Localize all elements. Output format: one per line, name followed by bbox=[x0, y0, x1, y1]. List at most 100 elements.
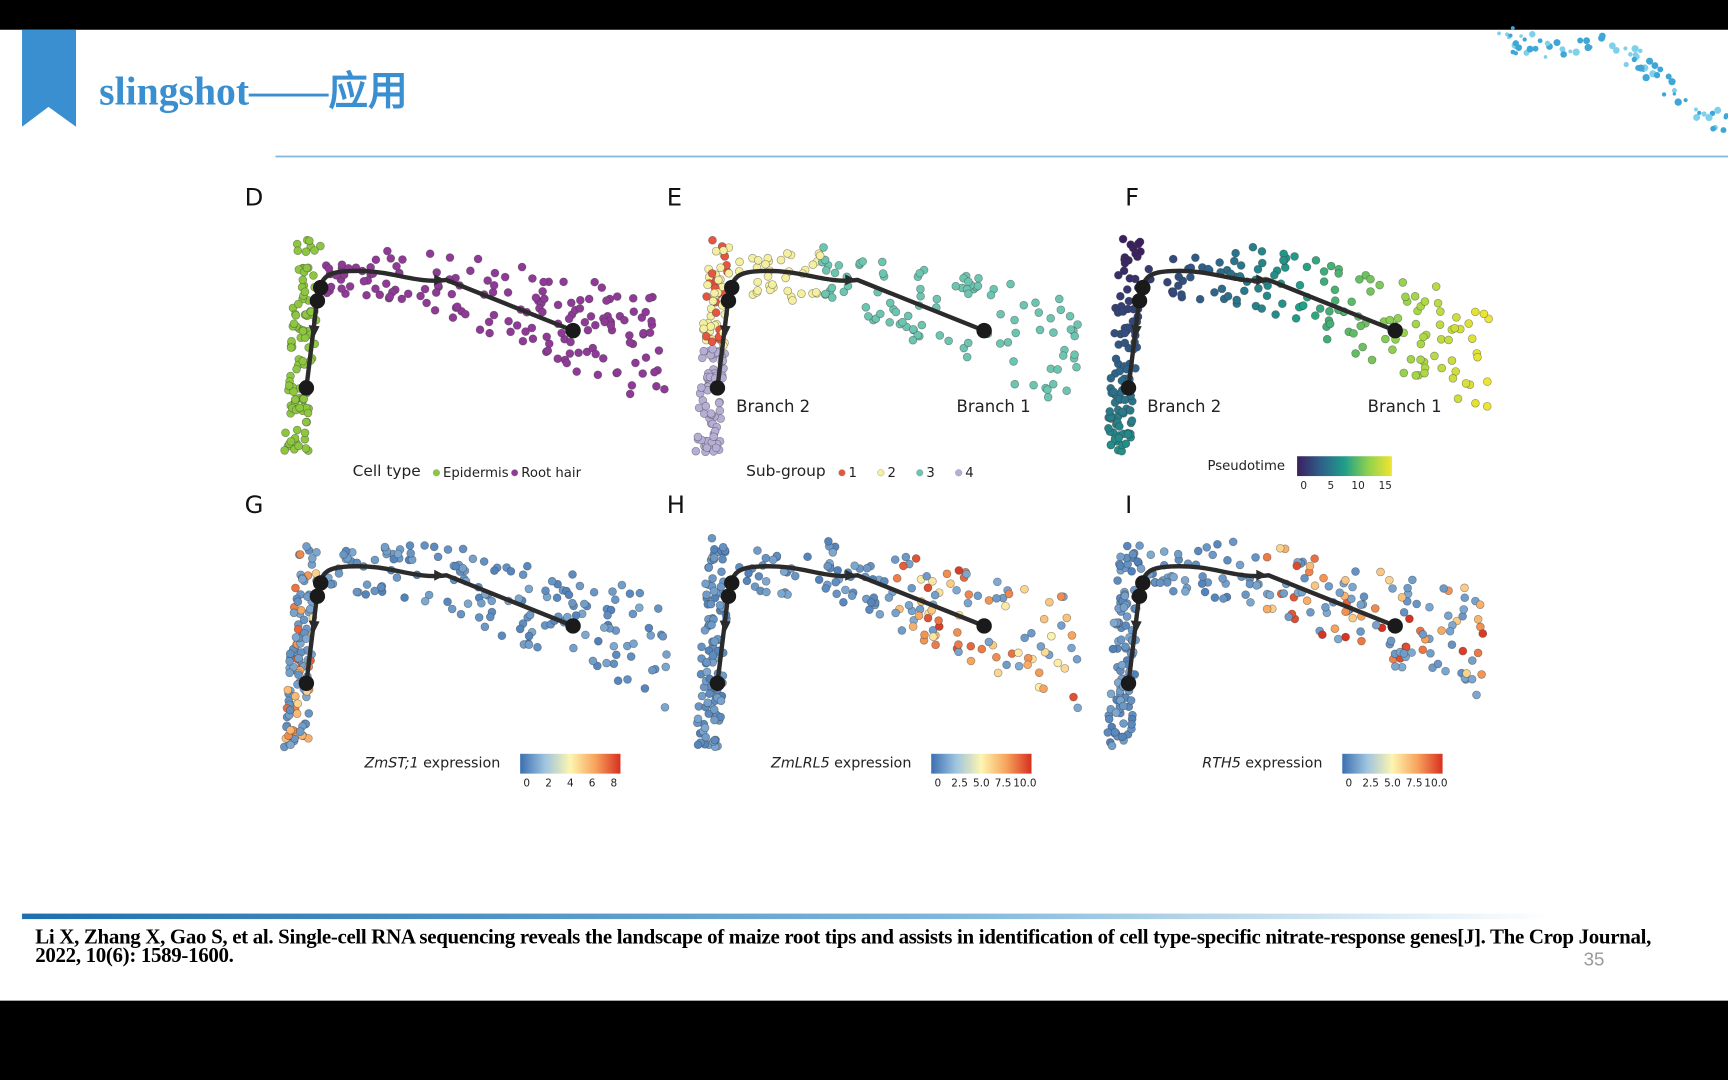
cell-point bbox=[942, 569, 952, 579]
deco-dot bbox=[1598, 34, 1606, 42]
cell-point bbox=[923, 613, 933, 623]
panel-letter: I bbox=[1125, 490, 1132, 519]
cell-point bbox=[1401, 292, 1410, 302]
cell-point bbox=[392, 573, 402, 582]
cell-point bbox=[811, 288, 821, 297]
cell-point bbox=[761, 259, 770, 269]
cell-point bbox=[1062, 613, 1072, 623]
legend-label: 2 bbox=[887, 466, 895, 481]
cell-point bbox=[1056, 592, 1066, 601]
cell-point bbox=[1403, 583, 1412, 593]
cell-point bbox=[885, 298, 895, 308]
cell-point bbox=[1219, 594, 1228, 603]
cell-point bbox=[1073, 320, 1082, 329]
cell-point bbox=[393, 549, 403, 559]
cell-point bbox=[1106, 373, 1116, 383]
cell-point bbox=[1130, 274, 1140, 284]
cell-point bbox=[612, 292, 622, 301]
cell-point bbox=[708, 296, 718, 306]
cell-point bbox=[1001, 601, 1010, 611]
deco-dot bbox=[1631, 56, 1637, 63]
cell-point bbox=[1371, 620, 1381, 630]
colorbar bbox=[931, 753, 1032, 774]
cell-point bbox=[383, 246, 392, 256]
cell-point bbox=[923, 583, 933, 593]
deco-dot bbox=[1577, 37, 1584, 44]
cell-point bbox=[293, 624, 303, 634]
gene-name: ZmLRL5 bbox=[770, 756, 830, 772]
cell-point bbox=[1325, 319, 1335, 329]
cell-point bbox=[1236, 261, 1246, 270]
cell-point bbox=[524, 640, 534, 649]
cell-point bbox=[797, 289, 806, 298]
cell-point bbox=[602, 658, 611, 668]
cell-point bbox=[1319, 573, 1328, 583]
cell-point bbox=[1411, 319, 1421, 329]
cell-point bbox=[1109, 387, 1118, 397]
cell-point bbox=[966, 656, 976, 666]
legend-label: 3 bbox=[926, 466, 934, 481]
cell-point bbox=[954, 647, 963, 657]
cell-point bbox=[589, 587, 599, 597]
deco-dot bbox=[1505, 32, 1510, 37]
cell-point bbox=[1370, 604, 1380, 613]
cell-point bbox=[973, 281, 983, 291]
cell-point bbox=[1453, 394, 1463, 404]
colorbar-tick: 0 bbox=[935, 778, 942, 790]
cell-point bbox=[1290, 252, 1299, 261]
deco-dot bbox=[1560, 51, 1567, 58]
cell-point bbox=[1251, 553, 1260, 562]
deco-dot bbox=[1584, 43, 1592, 52]
cell-point bbox=[568, 570, 577, 579]
cell-point bbox=[290, 395, 300, 404]
cell-point bbox=[473, 254, 483, 264]
branch-label: Branch 2 bbox=[1147, 397, 1221, 416]
colorbar-tick: 0 bbox=[1300, 480, 1307, 492]
cell-point bbox=[1111, 354, 1121, 364]
deco-dot bbox=[1701, 111, 1707, 117]
cell-point bbox=[931, 640, 940, 650]
branch-label: Branch 1 bbox=[957, 397, 1031, 416]
cell-point bbox=[830, 268, 840, 278]
cell-point bbox=[641, 307, 650, 317]
gene-name: ZmST;1 bbox=[364, 756, 419, 772]
cell-point bbox=[1477, 670, 1486, 679]
cell-point bbox=[646, 631, 656, 640]
cell-point bbox=[599, 623, 609, 632]
cell-point bbox=[424, 590, 434, 600]
cell-point bbox=[708, 344, 717, 354]
cell-point bbox=[1103, 728, 1113, 737]
panel-letter: F bbox=[1125, 182, 1139, 211]
cell-point bbox=[701, 332, 711, 341]
cell-point bbox=[1198, 572, 1207, 581]
trajectory-arrow bbox=[308, 620, 320, 633]
cell-point bbox=[711, 443, 721, 453]
cell-point bbox=[707, 269, 717, 278]
cell-point bbox=[490, 566, 499, 575]
cell-point bbox=[575, 581, 585, 591]
cell-point bbox=[1385, 315, 1395, 325]
cell-point bbox=[1229, 256, 1239, 266]
deco-dot bbox=[1646, 57, 1654, 65]
cell-point bbox=[608, 587, 617, 596]
cell-point bbox=[821, 266, 831, 275]
cell-point bbox=[875, 609, 885, 619]
cell-point bbox=[753, 546, 762, 555]
bottom-bar bbox=[0, 1000, 1728, 1080]
cell-point bbox=[1475, 600, 1485, 609]
cell-point bbox=[710, 544, 719, 554]
cell-point bbox=[992, 594, 1001, 603]
cell-point bbox=[638, 369, 648, 378]
cell-point bbox=[1356, 627, 1365, 636]
cell-point bbox=[754, 572, 764, 581]
cell-point bbox=[1322, 334, 1332, 344]
cell-point bbox=[1115, 561, 1125, 570]
trajectory-node bbox=[312, 279, 329, 296]
cell-point bbox=[451, 561, 460, 571]
cell-point bbox=[611, 650, 621, 660]
cell-point bbox=[1073, 703, 1082, 713]
cell-point bbox=[640, 684, 650, 693]
cell-point bbox=[1125, 406, 1135, 415]
cell-point bbox=[1393, 313, 1403, 323]
cell-point bbox=[1399, 607, 1409, 617]
